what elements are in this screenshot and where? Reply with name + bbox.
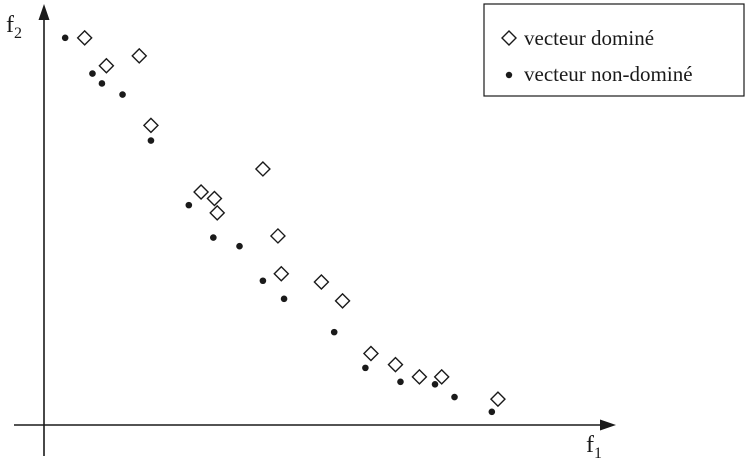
dominated-point — [387, 356, 404, 373]
y-axis-arrowhead — [38, 4, 50, 20]
dominated-point — [489, 391, 506, 408]
nondominated-point — [185, 201, 193, 209]
nondominated-point — [488, 408, 496, 416]
legend: vecteur dominé vecteur non-dominé — [483, 3, 745, 97]
nondominated-point — [210, 234, 217, 241]
dominated-point — [206, 190, 223, 207]
nondominated-point — [119, 91, 126, 98]
nondominated-point — [147, 137, 155, 144]
dominated-point — [142, 117, 159, 134]
data-marks — [61, 29, 506, 416]
nondominated-point — [280, 295, 288, 303]
x-axis-label-main: f — [586, 432, 594, 458]
x-axis-label-sub: 1 — [594, 445, 602, 462]
nondominated-point — [431, 381, 439, 388]
nondominated-point — [61, 34, 69, 42]
x-axis-arrowhead — [600, 419, 616, 431]
y-axis-label-sub: 2 — [14, 25, 22, 42]
dominated-point — [209, 204, 226, 221]
nondominated-point — [259, 277, 267, 285]
dominated-point — [131, 47, 148, 64]
dominated-point — [313, 273, 330, 290]
x-axis-label: f1 — [586, 432, 602, 462]
nondominated-point — [330, 328, 338, 336]
dominated-point — [76, 29, 93, 46]
dominated-point — [98, 57, 115, 74]
nondominated-point — [397, 378, 404, 386]
y-axis-label: f2 — [6, 12, 22, 42]
legend-label-dominated: vecteur dominé — [524, 26, 654, 50]
nondominated-point — [98, 80, 106, 87]
dominated-point — [193, 183, 210, 200]
legend-box — [483, 3, 745, 97]
nondominated-point — [451, 393, 458, 401]
dominated-point — [273, 265, 290, 282]
dominated-point — [411, 368, 428, 385]
y-axis-label-main: f — [6, 12, 14, 38]
dominated-point — [334, 292, 351, 309]
nondominated-point — [89, 70, 96, 77]
legend-dot-icon — [505, 71, 513, 79]
dominated-point — [362, 345, 379, 362]
dominated-point — [269, 227, 286, 244]
dominated-point — [254, 160, 271, 177]
legend-label-nondominated: vecteur non-dominé — [524, 62, 693, 86]
dominated-point — [433, 368, 450, 385]
nondominated-point — [362, 364, 369, 372]
nondominated-point — [236, 242, 243, 250]
legend-diamond-icon — [501, 30, 517, 46]
